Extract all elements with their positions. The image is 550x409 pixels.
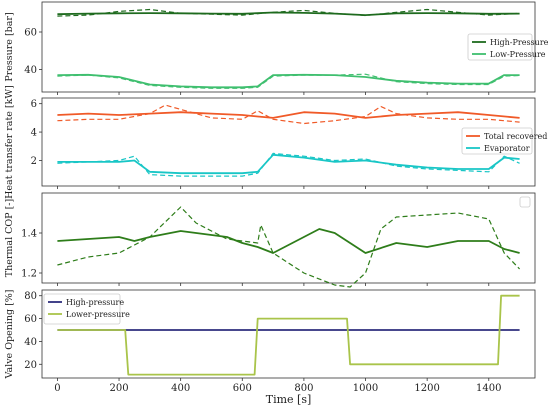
y-axis-label: Thermal COP [-] bbox=[4, 199, 15, 277]
y-tick-label: 1.2 bbox=[21, 269, 37, 280]
legend-label: Low-Pressure bbox=[490, 50, 546, 59]
x-tick-label: 1400 bbox=[476, 383, 501, 394]
series-line-2 bbox=[57, 8, 520, 17]
y-tick-label: 1.4 bbox=[21, 229, 37, 240]
x-tick-label: 600 bbox=[233, 383, 252, 394]
y-axis-label: Heat transfer rate [kW] bbox=[4, 85, 15, 199]
y-tick-label: 60 bbox=[24, 28, 37, 39]
y-tick-label: 2 bbox=[31, 156, 37, 167]
chart-panel-3: 1.2 1.4 Thermal COP [-] bbox=[4, 192, 536, 288]
x-tick-label: 1000 bbox=[353, 383, 378, 394]
legend-label: High-pressure bbox=[66, 298, 124, 307]
x-tick-label: 400 bbox=[171, 383, 190, 394]
x-tick-label: 1200 bbox=[414, 383, 439, 394]
plot-frame bbox=[41, 192, 536, 284]
x-tick-label: 0 bbox=[54, 383, 60, 394]
plot-frame bbox=[41, 1, 536, 93]
legend-label: Total recovered bbox=[484, 132, 547, 141]
y-tick-label: 40 bbox=[24, 337, 37, 348]
y-tick-label: 80 bbox=[24, 291, 37, 302]
x-tick-label: 800 bbox=[294, 383, 313, 394]
legend-label: Evaporator bbox=[484, 144, 530, 153]
series-line-1 bbox=[57, 228, 520, 254]
plot-frame bbox=[41, 97, 536, 187]
y-tick-label: 6 bbox=[31, 99, 37, 110]
y-tick-label: 60 bbox=[24, 314, 37, 325]
y-tick-label: 4 bbox=[31, 128, 37, 139]
series-line-1 bbox=[57, 111, 520, 119]
legend bbox=[519, 196, 531, 208]
y-axis-label: Pressure [bar] bbox=[4, 12, 15, 81]
legend-label: Lower-pressure bbox=[66, 310, 130, 319]
x-tick-label: 200 bbox=[109, 383, 128, 394]
series-line-2 bbox=[57, 206, 521, 288]
y-axis-label: Valve Opening [%] bbox=[4, 289, 15, 379]
y-tick-label: 20 bbox=[24, 360, 37, 371]
legend-label: High-Pressure bbox=[490, 38, 549, 47]
legend bbox=[43, 293, 121, 325]
series-line-4 bbox=[57, 152, 520, 177]
series-line-3 bbox=[57, 73, 520, 89]
chart-panel-2: 2 4 6 Heat transfer rate [kW] Total recovere… bbox=[4, 85, 547, 199]
series-line-4 bbox=[57, 73, 520, 89]
series-line-2 bbox=[57, 104, 520, 125]
series-line-1 bbox=[57, 11, 520, 17]
x-axis-label: Time [s] bbox=[266, 393, 312, 406]
plot-frame bbox=[41, 289, 536, 379]
series-line-3 bbox=[57, 153, 520, 175]
series-line-2 bbox=[57, 294, 520, 376]
y-tick-label: 40 bbox=[24, 65, 37, 76]
chart-panel-1: 40 60 Pressure [bar] High-Pressure Low-Press… bbox=[4, 1, 549, 95]
